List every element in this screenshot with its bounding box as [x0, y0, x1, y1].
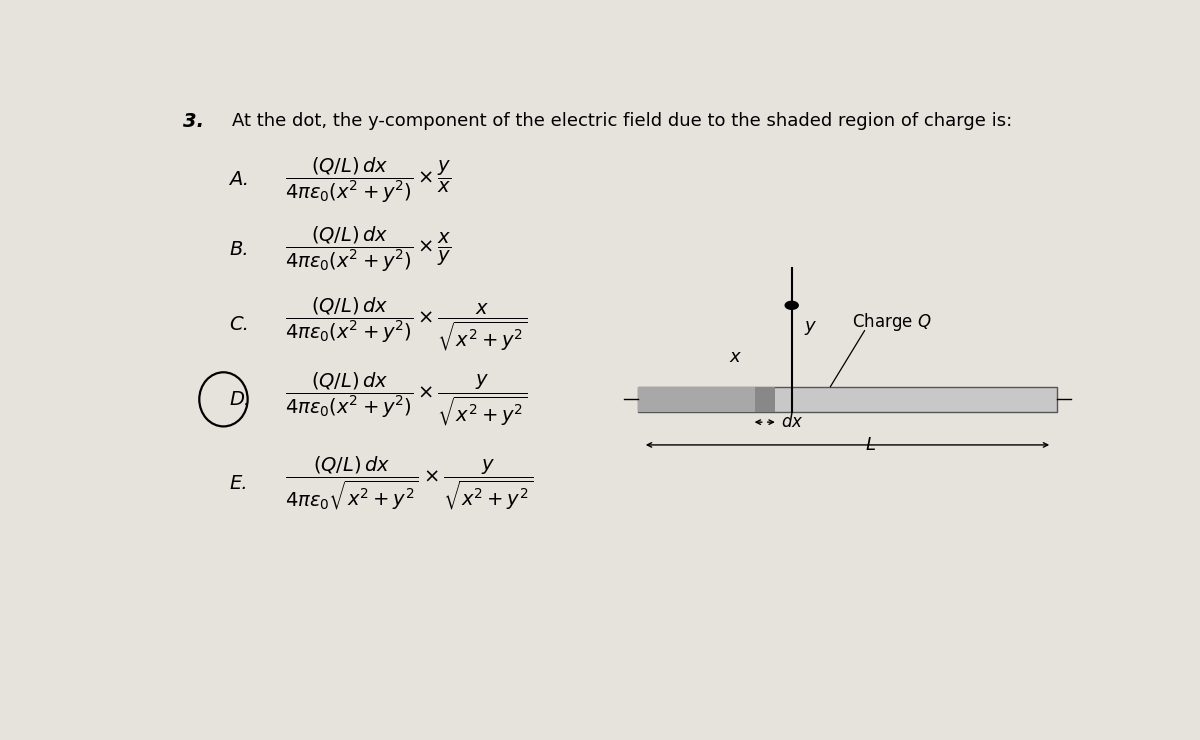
- Text: $L$: $L$: [865, 436, 876, 454]
- Text: $y$: $y$: [804, 319, 817, 337]
- Text: C.: C.: [229, 314, 248, 334]
- Text: A.: A.: [229, 170, 250, 189]
- Text: At the dot, the y-component of the electric field due to the shaded region of ch: At the dot, the y-component of the elect…: [232, 112, 1012, 130]
- Bar: [638, 387, 1057, 412]
- Bar: [638, 387, 760, 412]
- Text: $\dfrac{(Q/L)\,dx}{4\pi\varepsilon_0(x^2+y^2)}\times\dfrac{x}{y}$: $\dfrac{(Q/L)\,dx}{4\pi\varepsilon_0(x^2…: [284, 225, 451, 275]
- Text: B.: B.: [229, 240, 248, 259]
- Text: $\dfrac{(Q/L)\,dx}{4\pi\varepsilon_0(x^2+y^2)}\times\dfrac{y}{x}$: $\dfrac{(Q/L)\,dx}{4\pi\varepsilon_0(x^2…: [284, 155, 451, 205]
- Text: Charge $Q$: Charge $Q$: [852, 312, 932, 334]
- Text: $dx$: $dx$: [780, 413, 803, 431]
- Text: $\dfrac{(Q/L)\,dx}{4\pi\varepsilon_0\sqrt{x^2+y^2}}\times\dfrac{y}{\sqrt{x^2+y^2: $\dfrac{(Q/L)\,dx}{4\pi\varepsilon_0\sqr…: [284, 454, 533, 512]
- Text: E.: E.: [229, 474, 247, 493]
- Text: 3.: 3.: [182, 112, 204, 130]
- Text: $\dfrac{(Q/L)\,dx}{4\pi\varepsilon_0(x^2+y^2)}\times\dfrac{y}{\sqrt{x^2+y^2}}$: $\dfrac{(Q/L)\,dx}{4\pi\varepsilon_0(x^2…: [284, 371, 528, 428]
- Text: $\dfrac{(Q/L)\,dx}{4\pi\varepsilon_0(x^2+y^2)}\times\dfrac{x}{\sqrt{x^2+y^2}}$: $\dfrac{(Q/L)\,dx}{4\pi\varepsilon_0(x^2…: [284, 295, 528, 353]
- Bar: [755, 387, 775, 412]
- Text: $x$: $x$: [730, 348, 743, 366]
- Text: D.: D.: [229, 390, 251, 408]
- Circle shape: [785, 301, 798, 309]
